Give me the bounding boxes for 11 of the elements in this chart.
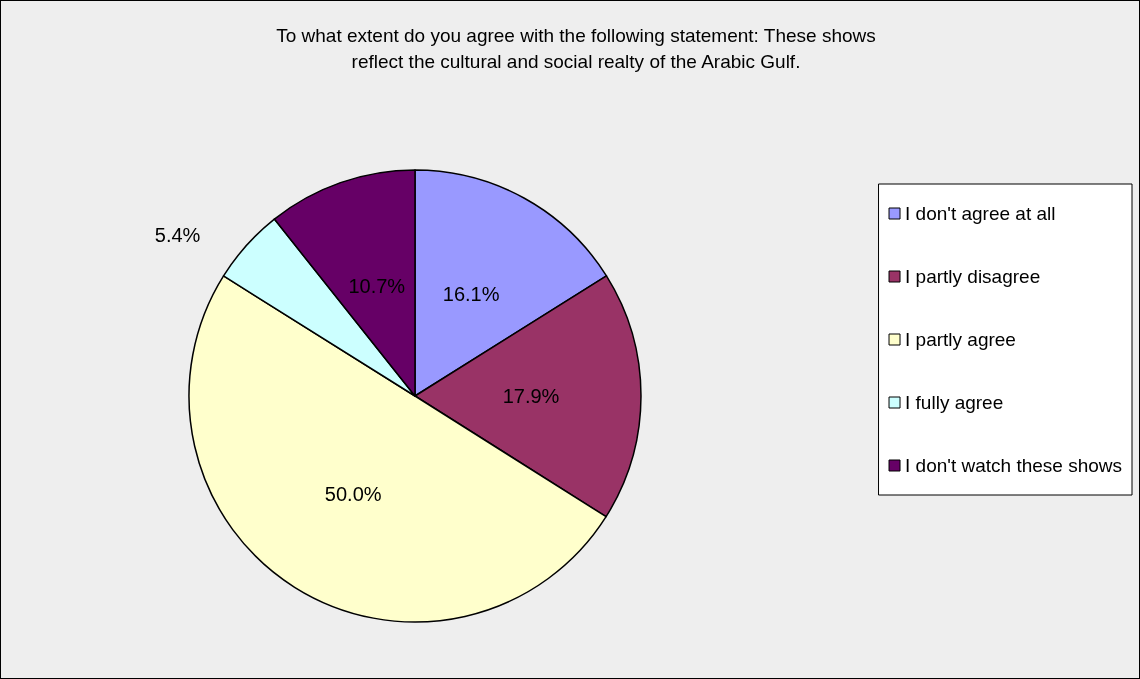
legend-label: I partly agree — [905, 329, 1016, 350]
legend-label: I don't agree at all — [905, 203, 1056, 224]
data-label: 50.0% — [324, 483, 382, 506]
chart-title: To what extent do you agree with the following statement: These shows reflect the cultural and social realty of the Arabic Gulf. — [276, 24, 876, 72]
data-label: 10.7% — [348, 275, 406, 298]
data-label: 17.9% — [502, 385, 560, 408]
data-label: 16.1% — [442, 283, 500, 306]
legend-label: I don't watch these shows — [905, 455, 1123, 476]
legend-label: I partly disagree — [905, 266, 1041, 287]
legend-label: I fully agree — [905, 392, 1004, 413]
data-label: 5.4% — [154, 224, 201, 247]
